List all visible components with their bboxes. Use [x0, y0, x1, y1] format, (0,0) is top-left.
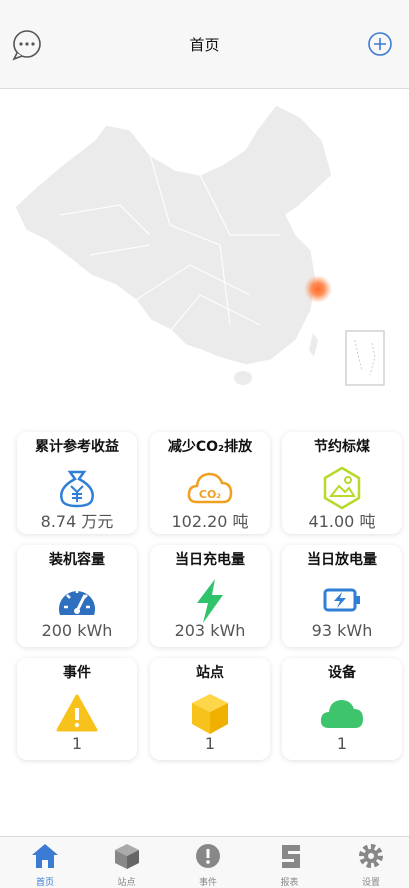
card-icon: [323, 588, 360, 612]
card-value: 1: [336, 734, 348, 753]
tab-icon: [281, 845, 300, 868]
tab-bar: 首页 站点 事件 报表 设置: [0, 836, 409, 888]
card-icon: [59, 589, 95, 615]
card-title: 站点: [196, 665, 224, 681]
card-title: 节约标煤: [314, 439, 370, 455]
station-marker[interactable]: [304, 275, 332, 303]
tab-item[interactable]: 站点: [86, 837, 168, 888]
card-title: 设备: [328, 665, 356, 681]
page-title: 首页: [189, 36, 220, 54]
icon: [60, 470, 94, 508]
card-value: 8.74 万元: [40, 512, 114, 531]
map-shape: [14, 104, 333, 366]
card-value: 203 kWh: [174, 621, 246, 640]
card-icon: [56, 694, 98, 732]
card-title: 减少CO₂排放: [167, 439, 253, 455]
tab-item[interactable]: 报表: [249, 837, 331, 888]
header-icons: [12, 30, 392, 61]
card-value: 93 kWh: [311, 621, 373, 640]
icon: [197, 579, 223, 623]
card-icon: [192, 694, 228, 734]
card-icon: CO₂: [187, 472, 233, 504]
card-title: 事件: [63, 665, 91, 681]
sea-inset: [345, 330, 385, 386]
message-button[interactable]: [12, 30, 41, 61]
tab-icon-svg: [196, 844, 220, 868]
card-title: 装机容量: [49, 552, 105, 568]
china-map: [14, 104, 385, 386]
stat-card[interactable]: 事件 1: [17, 658, 137, 760]
card-value: 1: [71, 734, 83, 753]
stat-card[interactable]: 当日放电量 93 kWh: [282, 545, 402, 647]
card-value: 1: [204, 734, 216, 753]
tab-icon-svg: [359, 844, 383, 868]
header: 首页: [0, 0, 409, 89]
icon: [320, 700, 363, 728]
stat-card[interactable]: 节约标煤 41.00 吨: [282, 432, 402, 534]
card-value: 102.20 吨: [171, 512, 249, 531]
tab-icon: [206, 860, 210, 864]
province-borders: [59, 154, 280, 331]
stat-card[interactable]: 累计参考收益 8.74 万元: [17, 432, 137, 534]
tab-label: 站点: [117, 878, 136, 888]
tab-item[interactable]: 设置: [330, 837, 409, 888]
card-value: 41.00 吨: [308, 512, 376, 531]
tab-icon-svg: [281, 845, 300, 868]
stat-card[interactable]: 装机容量 200 kWh: [17, 545, 137, 647]
card-value: 200 kWh: [41, 621, 113, 640]
add-button[interactable]: [368, 32, 392, 56]
icon: [187, 472, 233, 504]
icon: [356, 596, 360, 604]
card-title: 当日放电量: [307, 552, 377, 568]
card-title: 累计参考收益: [35, 439, 119, 455]
tab-icon: [359, 844, 383, 868]
tab-item[interactable]: 首页: [4, 837, 86, 888]
icon: [64, 589, 90, 609]
tab-label: 首页: [35, 878, 54, 888]
tab-item[interactable]: 事件: [167, 837, 249, 888]
stat-card[interactable]: 站点 1: [150, 658, 270, 760]
stat-card[interactable]: 设备 1: [282, 658, 402, 760]
tab-icon: [114, 850, 127, 869]
icon: [334, 592, 346, 608]
tab-icon-svg: [114, 844, 139, 869]
card-icon: [323, 466, 361, 510]
card-icon: [60, 470, 94, 508]
card-title: 当日充电量: [175, 552, 245, 568]
icon: [74, 722, 80, 728]
tab-label: 事件: [198, 878, 217, 888]
icon: [328, 484, 356, 497]
taiwan: [309, 333, 318, 357]
icon: [344, 476, 352, 484]
icon: [210, 703, 228, 734]
icon: [323, 466, 361, 510]
hainan: [234, 371, 252, 385]
tab-icon-svg: [32, 844, 58, 868]
tab-icon: [368, 853, 374, 859]
icon-text: CO₂: [199, 488, 221, 501]
icon: [323, 588, 357, 612]
card-icon: [320, 700, 363, 728]
tab-icon: [126, 850, 139, 869]
stat-card[interactable]: 当日充电量 203 kWh: [150, 545, 270, 647]
tab-label: 设置: [361, 878, 380, 888]
tab-icon: [32, 844, 58, 868]
icon: [74, 608, 80, 614]
stat-card[interactable]: 减少CO₂排放 CO₂ 102.20 吨: [150, 432, 270, 534]
icon: [70, 485, 84, 502]
icon: [192, 703, 210, 734]
card-icon: [197, 579, 223, 623]
tab-label: 报表: [280, 878, 299, 888]
sea-islands: [354, 339, 376, 376]
